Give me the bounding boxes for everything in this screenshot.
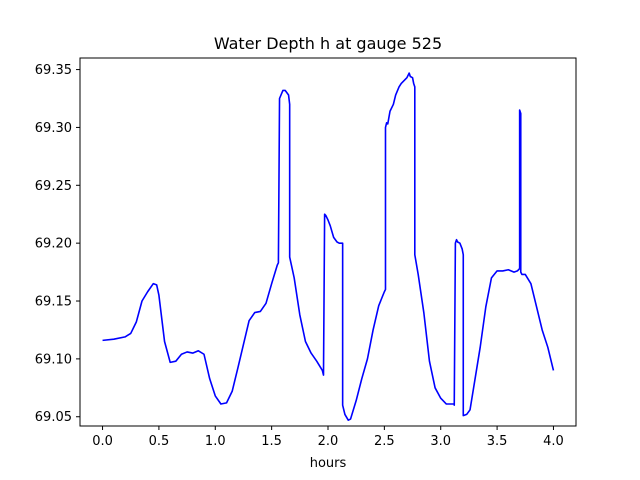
x-tick-label: 1.0 bbox=[205, 434, 226, 449]
x-tick-label: 3.0 bbox=[430, 434, 451, 449]
y-tick-label: 69.20 bbox=[35, 237, 72, 252]
series-line-0 bbox=[102, 72, 555, 422]
y-tick-label: 69.10 bbox=[35, 352, 72, 367]
x-tick-label: 2.5 bbox=[374, 434, 395, 449]
x-axis: 0.0 0.5 1.0 1.5 2.0 2.5 3.0 3.5 4.0 bbox=[92, 426, 564, 449]
x-tick-label: 0.0 bbox=[92, 434, 113, 449]
y-tick-label: 69.15 bbox=[35, 295, 72, 310]
y-tick-label: 69.35 bbox=[35, 63, 72, 78]
chart-title: Water Depth h at gauge 525 bbox=[214, 34, 442, 53]
y-tick-label: 69.25 bbox=[35, 179, 72, 194]
x-tick-label: 1.5 bbox=[261, 434, 282, 449]
x-tick-label: 4.0 bbox=[543, 434, 564, 449]
plot-area: 0.0 0.5 1.0 1.5 2.0 2.5 3.0 3.5 4.0 69.0569.1069… bbox=[35, 57, 577, 449]
y-axis: 69.05 69.10 69.15 69.20 69.25 69.30 69.35 bbox=[35, 63, 80, 425]
x-tick-label: 2.0 bbox=[318, 434, 339, 449]
y-tick-label: 69.05 bbox=[35, 410, 72, 425]
x-axis-label: hours bbox=[310, 456, 347, 471]
series-layer bbox=[102, 72, 555, 422]
x-tick-label: 3.5 bbox=[487, 434, 508, 449]
y-tick-label: 69.30 bbox=[35, 121, 72, 136]
x-tick-label: 0.5 bbox=[149, 434, 170, 449]
